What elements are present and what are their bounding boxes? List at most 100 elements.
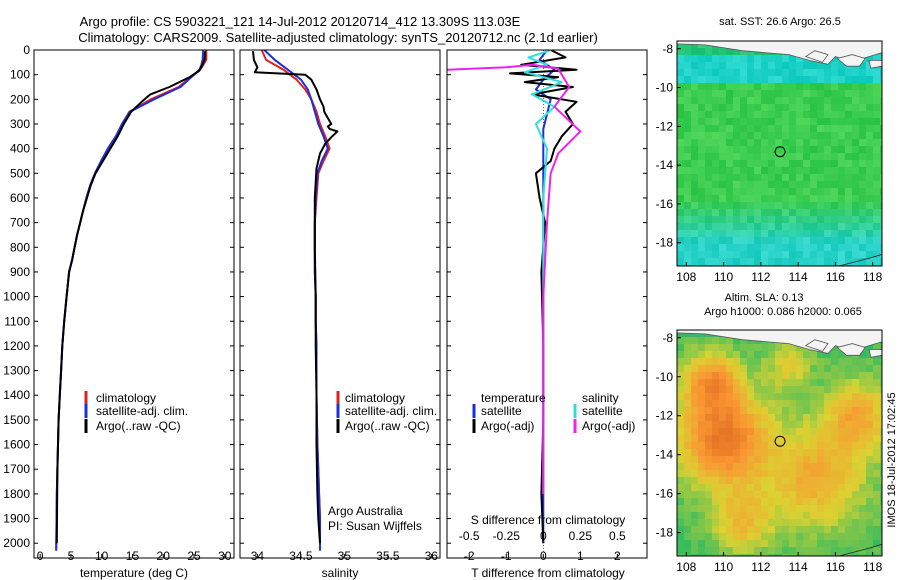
- map-cell: [747, 139, 755, 147]
- map-cell: [859, 519, 867, 527]
- map-cell: [754, 111, 762, 119]
- map-cell: [859, 195, 867, 203]
- map-cell: [803, 251, 811, 259]
- map-cell: [803, 83, 811, 91]
- map-cell: [740, 477, 748, 485]
- map-cell: [880, 428, 882, 436]
- map-cell: [712, 90, 720, 98]
- map-cell: [796, 372, 804, 380]
- map-cell: [845, 498, 853, 506]
- map-cell: [803, 167, 811, 175]
- map-cell: [782, 533, 790, 541]
- map-cell: [866, 230, 874, 238]
- map-cell: [873, 554, 881, 556]
- map-cell: [852, 153, 860, 161]
- map-cell: [712, 533, 720, 541]
- map-cell: [845, 442, 853, 450]
- map-cell: [803, 216, 811, 224]
- map-cell: [873, 132, 881, 140]
- map-cell: [691, 83, 699, 91]
- map-cell: [705, 223, 713, 231]
- map-cell: [810, 393, 818, 401]
- map-cell: [747, 188, 755, 196]
- map-cell: [768, 470, 776, 478]
- map-cell: [852, 386, 860, 394]
- map-cell: [796, 160, 804, 168]
- map-cell: [684, 442, 692, 450]
- map-cell: [768, 237, 776, 245]
- map-cell: [719, 146, 727, 154]
- map-cell: [824, 167, 832, 175]
- map-cell: [754, 400, 762, 408]
- map-cell: [866, 484, 874, 492]
- map-cell: [698, 69, 706, 77]
- map-cell: [817, 251, 825, 259]
- map-cell: [782, 223, 790, 231]
- map-cell: [677, 498, 685, 506]
- map-cell: [684, 372, 692, 380]
- map-cell: [712, 55, 720, 63]
- map-cell: [796, 146, 804, 154]
- map-cell: [726, 414, 734, 422]
- island-landmass: [868, 349, 882, 358]
- map-cell: [698, 498, 706, 506]
- map-cell: [726, 97, 734, 105]
- map-cell: [838, 237, 846, 245]
- map-cell: [880, 470, 882, 478]
- map-cell: [782, 62, 790, 70]
- map-cell: [768, 456, 776, 464]
- island-landmass: [677, 41, 882, 65]
- map-cell: [705, 386, 713, 394]
- map-cell: [824, 223, 832, 231]
- map-cell: [677, 209, 685, 217]
- map-cell: [698, 167, 706, 175]
- map-cell: [873, 209, 881, 217]
- map-cell: [768, 533, 776, 541]
- map-cell: [733, 174, 741, 182]
- map-cell: [859, 132, 867, 140]
- map-cell: [782, 55, 790, 63]
- map-cell: [726, 174, 734, 182]
- map-cell: [803, 463, 811, 471]
- map-cell: [824, 533, 832, 541]
- map-cell: [810, 386, 818, 394]
- map-cell: [880, 153, 882, 161]
- map-cell: [845, 456, 853, 464]
- map-cell: [845, 491, 853, 499]
- map-cell: [726, 421, 734, 429]
- map-cell: [852, 104, 860, 112]
- map-cell: [719, 547, 727, 555]
- map-cell: [859, 526, 867, 534]
- map-cell: [782, 540, 790, 548]
- map-cell: [782, 470, 790, 478]
- legend-t-argo-label: Argo(-adj): [481, 419, 534, 433]
- map-cell: [817, 104, 825, 112]
- map-cell: [838, 209, 846, 217]
- map-cell: [747, 160, 755, 168]
- map-cell: [747, 456, 755, 464]
- sla_map-lon-label: 112: [751, 560, 770, 574]
- map-cell: [873, 202, 881, 210]
- map-cell: [880, 258, 882, 266]
- map-cell: [740, 344, 748, 352]
- map-cell: [880, 181, 882, 189]
- map-cell: [803, 407, 811, 415]
- map-cell: [803, 160, 811, 168]
- depth-tick-label: 700: [10, 216, 30, 230]
- map-cell: [789, 153, 797, 161]
- map-cell: [796, 90, 804, 98]
- map-cell: [838, 258, 846, 266]
- map-cell: [873, 69, 881, 77]
- map-cell: [810, 167, 818, 175]
- map-cell: [803, 153, 811, 161]
- map-cell: [733, 379, 741, 387]
- map-cell: [768, 195, 776, 203]
- map-cell: [817, 393, 825, 401]
- difference-xtick-label: 0: [540, 549, 547, 563]
- map-cell: [733, 512, 741, 520]
- map-cell: [768, 379, 776, 387]
- map-cell: [845, 435, 853, 443]
- map-cell: [859, 351, 867, 359]
- map-cell: [775, 344, 783, 352]
